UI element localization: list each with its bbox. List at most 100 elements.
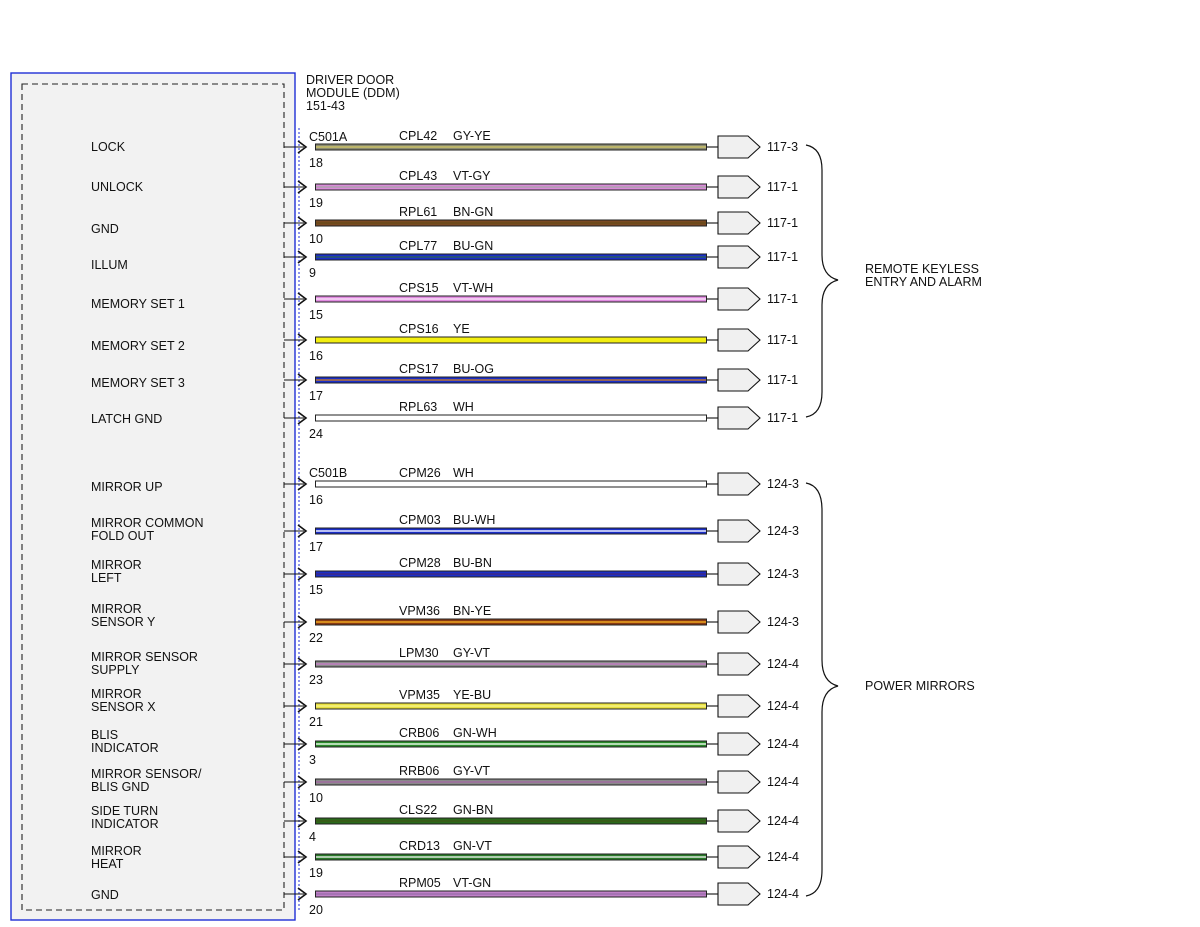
pin-function-label: GND	[91, 222, 119, 236]
circuit-id: CRD13	[399, 839, 440, 853]
connector-name-c501a: C501A	[309, 130, 348, 144]
wire-stripe-color	[316, 573, 706, 575]
wire-color-code: GN-BN	[453, 803, 493, 817]
destination-connector-symbol	[717, 519, 761, 543]
pin-number: 15	[309, 308, 323, 322]
circuit-id: RPM05	[399, 876, 441, 890]
pin-function-label: LOCK	[91, 140, 126, 154]
destination-connector-symbol	[717, 211, 761, 235]
wire-stripe-color	[316, 743, 706, 745]
wire-stripe-color	[316, 705, 706, 707]
circuit-id: RPL63	[399, 400, 437, 414]
pin-function-label: MIRROR COMMON	[91, 516, 204, 530]
destination-reference: 117-1	[767, 333, 798, 347]
pin-function-label: MEMORY SET 1	[91, 297, 185, 311]
wire-stripe-color	[316, 379, 706, 381]
destination-reference: 124-4	[767, 814, 799, 828]
module-inner-dashed-border	[21, 83, 285, 911]
circuit-id: CLS22	[399, 803, 437, 817]
pin-number: 10	[309, 232, 323, 246]
destination-reference: 117-1	[767, 373, 798, 387]
group-label-power-mirrors: POWER MIRRORS	[865, 679, 975, 693]
terminal-arrow	[297, 615, 308, 629]
pin-number: 4	[309, 830, 316, 844]
pin-function-label: BLIS	[91, 728, 118, 742]
wire-color-code: BU-BN	[453, 556, 492, 570]
circuit-id: CPS15	[399, 281, 439, 295]
circuit-id: CPM03	[399, 513, 441, 527]
pin-function-label: INDICATOR	[91, 817, 159, 831]
destination-reference: 124-3	[767, 524, 799, 538]
wire-color-code: GY-VT	[453, 646, 490, 660]
destination-connector-symbol	[717, 770, 761, 794]
circuit-id: VPM35	[399, 688, 440, 702]
wire-stripe-color	[316, 663, 706, 665]
destination-connector-symbol	[717, 732, 761, 756]
destination-reference: 124-4	[767, 887, 799, 901]
wire-stripe-color	[316, 146, 706, 148]
pin-function-label: MIRROR	[91, 687, 142, 701]
wire-stripe-color	[316, 893, 706, 895]
destination-reference: 117-3	[767, 140, 798, 154]
wire-color-code: WH	[453, 400, 474, 414]
circuit-id: CPL42	[399, 129, 437, 143]
wire-color-code: VT-GY	[453, 169, 491, 183]
pin-function-label: MIRROR SENSOR/	[91, 767, 202, 781]
terminal-arrow	[297, 250, 308, 264]
destination-reference: 124-4	[767, 737, 799, 751]
destination-reference: 124-3	[767, 567, 799, 581]
circuit-id: CPS17	[399, 362, 439, 376]
terminal-arrow	[297, 292, 308, 306]
pin-number: 10	[309, 791, 323, 805]
pin-function-label: MIRROR	[91, 844, 142, 858]
destination-reference: 124-3	[767, 477, 799, 491]
pin-function-label: BLIS GND	[91, 780, 149, 794]
pin-function-label: MIRROR	[91, 602, 142, 616]
group-label-remote-keyless-line-2: ENTRY AND ALARM	[865, 275, 982, 289]
pin-function-label: SUPPLY	[91, 663, 140, 677]
wire-color-code: YE-BU	[453, 688, 491, 702]
pin-number: 20	[309, 903, 323, 917]
pin-function-label: SIDE TURN	[91, 804, 158, 818]
pin-number: 19	[309, 866, 323, 880]
destination-connector-symbol	[717, 368, 761, 392]
destination-connector-symbol	[717, 472, 761, 496]
wire-color-code: VT-WH	[453, 281, 493, 295]
wire-color-code: GN-VT	[453, 839, 492, 853]
destination-connector-symbol	[717, 287, 761, 311]
circuit-id: CPS16	[399, 322, 439, 336]
destination-reference: 117-1	[767, 411, 798, 425]
brace-power-mirrors	[805, 482, 839, 897]
terminal-arrow	[297, 850, 308, 864]
terminal-arrow	[297, 216, 308, 230]
pin-number: 17	[309, 540, 323, 554]
circuit-id: CPM26	[399, 466, 441, 480]
pin-function-label: SENSOR X	[91, 700, 156, 714]
terminal-arrow	[297, 699, 308, 713]
pin-number: 16	[309, 349, 323, 363]
wire-color-code: BU-WH	[453, 513, 495, 527]
group-label-remote-keyless-line-1: REMOTE KEYLESS	[865, 262, 979, 276]
destination-connector-symbol	[717, 882, 761, 906]
module-outer-border	[10, 72, 296, 921]
terminal-arrow	[297, 333, 308, 347]
wire-stripe-color	[316, 781, 706, 783]
module-ref: 151-43	[306, 99, 345, 113]
destination-connector-symbol	[717, 694, 761, 718]
pin-number: 3	[309, 753, 316, 767]
pin-function-label: INDICATOR	[91, 741, 159, 755]
wire-color-code: BU-OG	[453, 362, 494, 376]
terminal-arrow	[297, 524, 308, 538]
destination-connector-symbol	[717, 406, 761, 430]
terminal-arrow	[297, 477, 308, 491]
pin-function-label: MEMORY SET 3	[91, 376, 185, 390]
wire-color-code: BN-GN	[453, 205, 493, 219]
pin-function-label: MIRROR UP	[91, 480, 163, 494]
wire-stripe-color	[316, 256, 706, 258]
pin-number: 16	[309, 493, 323, 507]
wire-color-code: YE	[453, 322, 470, 336]
circuit-id: VPM36	[399, 604, 440, 618]
wire-stripe-color	[316, 621, 706, 623]
pin-function-label: SENSOR Y	[91, 615, 156, 629]
